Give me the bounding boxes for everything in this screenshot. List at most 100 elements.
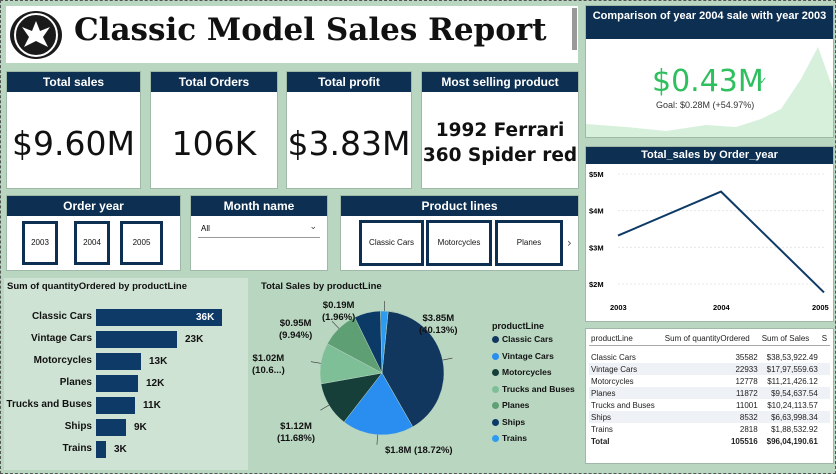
pie-data-label: $1.12M (11.68%) xyxy=(277,421,315,445)
line-chart-card: Total_sales by Order_year $5M $4M $3M $2M 20… xyxy=(585,146,834,322)
bar[interactable] xyxy=(96,331,177,348)
bar[interactable] xyxy=(96,419,126,436)
cell: $10,24,113.57 xyxy=(767,400,818,410)
cell: Trucks and Buses xyxy=(591,400,655,410)
scroll-handle[interactable] xyxy=(572,8,577,50)
comparison-card: Comparison of year 2004 sale with year 2… xyxy=(585,5,834,138)
chevron-right-icon[interactable]: › xyxy=(567,236,572,250)
legend-dot-icon xyxy=(492,352,499,360)
pie-label-percent: (9.94%) xyxy=(279,330,313,341)
kpi-title: Total Orders xyxy=(151,72,277,92)
month-dropdown[interactable]: All ⌄ xyxy=(198,222,320,238)
kpi-value: 106K xyxy=(171,124,257,163)
legend-item[interactable]: Vintage Cars xyxy=(492,351,554,361)
title-banner: Classic Model Sales Report xyxy=(6,6,578,63)
legend-dot-icon xyxy=(492,402,499,410)
y-tick-label: $5M xyxy=(589,170,604,179)
slicer-title: Month name xyxy=(191,196,327,216)
cell: $6,63,998.34 xyxy=(759,411,820,423)
legend-item[interactable]: Trucks and Buses xyxy=(492,384,575,394)
cell: $1,88,532.92 xyxy=(771,424,818,434)
bar-value-label: 12K xyxy=(146,378,165,389)
cell: Trains xyxy=(591,424,613,434)
table-header-row: productLine Sum of quantityOrdered Sum o… xyxy=(589,333,830,345)
bar[interactable] xyxy=(96,353,141,370)
table-row: Trucks and Buses 11001 $10,24,113.57 xyxy=(589,399,830,411)
bar-category-label: Classic Cars xyxy=(31,311,92,322)
pie-label-value: $1.8M (18.72%) xyxy=(385,445,453,456)
line-chart-title: Total_sales by Order_year xyxy=(586,147,833,164)
slicer-option-classic-cars[interactable]: Classic Cars xyxy=(359,220,424,266)
bar[interactable] xyxy=(96,309,222,326)
legend-item[interactable]: Classic Cars xyxy=(492,334,553,344)
slicer-option-planes[interactable]: Planes xyxy=(495,220,563,266)
cell: 22933 xyxy=(662,363,760,375)
slicer-month-name: Month name All ⌄ xyxy=(190,195,328,271)
cell: $17,97,559.63 xyxy=(759,363,820,375)
cell: Classic Cars xyxy=(591,352,636,362)
legend-item[interactable]: Planes xyxy=(492,400,529,410)
bar[interactable] xyxy=(96,375,138,392)
cell: 2818 xyxy=(739,424,758,434)
pie-leader-line xyxy=(310,361,321,364)
slicer-option-2004[interactable]: 2004 xyxy=(74,221,110,265)
slicer-product-lines: Product lines Classic Cars Motorcycles P… xyxy=(340,195,579,271)
legend-item[interactable]: Trains xyxy=(492,433,527,443)
kpi-title: Total profit xyxy=(287,72,411,92)
area-fill xyxy=(586,47,833,137)
legend-label: Trains xyxy=(502,433,528,443)
slicer-option-motorcycles[interactable]: Motorcycles xyxy=(426,220,492,266)
table-row: Classic Cars 35582 $38,53,922.49 xyxy=(589,351,830,363)
comparison-title: Comparison of year 2004 sale with year 2… xyxy=(586,6,833,39)
pie-chart-panel: Total Sales by productLine $3.85M (40.13%… xyxy=(252,278,578,470)
kpi-total-orders: Total Orders 106K xyxy=(150,71,278,189)
pie-label-percent: (11.68%) xyxy=(277,433,316,444)
kpi-value: $3.83M xyxy=(287,124,411,163)
sales-line[interactable] xyxy=(617,190,825,294)
table-grid: productLine Sum of quantityOrdered Sum o… xyxy=(589,333,830,447)
bar[interactable] xyxy=(96,441,106,458)
column-header[interactable]: productLine xyxy=(591,334,633,344)
bar-category-label: Planes xyxy=(59,377,92,388)
pie-label-value: $1.02M xyxy=(252,353,285,364)
page-title: Classic Model Sales Report xyxy=(74,12,547,48)
slicer-option-2005[interactable]: 2005 xyxy=(120,221,163,265)
cell: $38,53,922.49 xyxy=(766,352,818,362)
data-table: productLine Sum of quantityOrdered Sum o… xyxy=(585,328,834,464)
table-row: Ships 8532 $6,63,998.34 xyxy=(589,411,830,423)
legend-label: Motorcycles xyxy=(502,367,552,377)
column-header[interactable]: Sum of Sales xyxy=(761,334,810,344)
table-row: Motorcycles 12778 $11,21,426.12 xyxy=(589,375,830,387)
cell: $96,04,190.61 xyxy=(766,436,818,446)
cell: 11872 xyxy=(662,387,760,399)
pie-chart-title: Total Sales by productLine xyxy=(261,281,382,292)
legend-item[interactable]: Motorcycles xyxy=(492,367,552,377)
chevron-down-icon: ⌄ xyxy=(309,222,317,232)
slicer-title: Order year xyxy=(7,196,180,216)
legend-item[interactable]: Ships xyxy=(492,417,525,427)
bar[interactable] xyxy=(96,397,135,414)
pie-label-value: $0.95M xyxy=(279,318,312,329)
x-tick-label: 2005 xyxy=(812,303,829,312)
kpi-title: Total sales xyxy=(7,72,140,92)
bar-value-label: 23K xyxy=(185,334,204,345)
legend-dot-icon xyxy=(492,385,499,393)
logo-icon xyxy=(10,11,62,59)
pie-leader-line xyxy=(331,321,340,329)
cell: $9,54,637.54 xyxy=(759,387,820,399)
legend-label: Classic Cars xyxy=(502,334,554,344)
cell: 12778 xyxy=(735,376,758,386)
pie-label-percent: (40.13%) xyxy=(419,325,458,336)
column-header[interactable]: S xyxy=(821,334,828,344)
kpi-most-selling-product: Most selling product 1992 Ferrari 360 Sp… xyxy=(421,71,579,189)
bar-category-label: Trains xyxy=(62,443,92,454)
x-tick-label: 2004 xyxy=(713,303,731,312)
bar-value-label: 3K xyxy=(114,444,127,455)
table-row: Planes 11872 $9,54,637.54 xyxy=(589,387,830,399)
pie-chart xyxy=(310,301,453,445)
slicer-option-2003[interactable]: 2003 xyxy=(22,221,58,265)
column-header[interactable]: Sum of quantityOrdered xyxy=(664,334,750,344)
pie-leader-line xyxy=(376,434,378,445)
bar-value-label: 13K xyxy=(149,356,168,367)
pie-data-label: $3.85M (40.13%) xyxy=(419,313,458,337)
